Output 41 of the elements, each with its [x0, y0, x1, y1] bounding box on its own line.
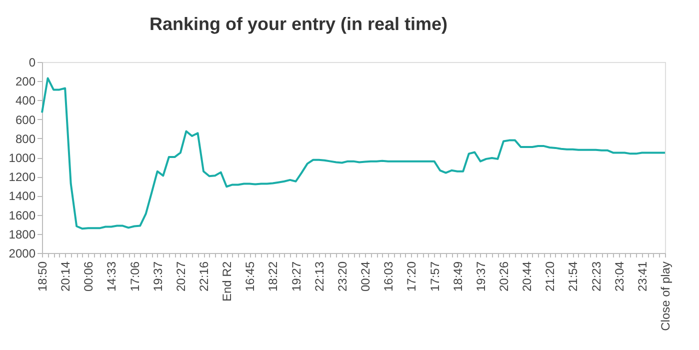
y-tick-label: 1400	[8, 189, 36, 204]
x-tick-label: 22:16	[197, 261, 212, 292]
x-tick-label: 00:06	[82, 261, 96, 292]
x-tick-label: 18:50	[36, 261, 50, 292]
x-tick-label: 20:26	[496, 261, 511, 292]
x-tick-label: 22:23	[589, 261, 604, 292]
x-tick-label: 21:54	[566, 261, 580, 292]
y-tick-label: 800	[15, 132, 36, 146]
y-tick-label: 400	[15, 94, 36, 108]
x-tick-label: 00:24	[358, 261, 373, 292]
x-tick-label: 19:37	[474, 261, 488, 292]
x-tick-label: 17:06	[128, 261, 142, 292]
x-tick-label: 17:57	[428, 261, 442, 292]
y-tick-label: 2000	[8, 246, 36, 260]
y-tick-label: 1800	[8, 227, 36, 242]
y-tick-label: 600	[15, 112, 36, 127]
chart-title: Ranking of your entry (in real time)	[149, 14, 448, 34]
x-tick-label: 23:20	[335, 261, 350, 292]
y-tick-label: 1200	[8, 170, 36, 184]
x-tick-label: 20:14	[58, 261, 73, 292]
x-tick-label: 18:22	[266, 261, 280, 292]
x-tick-label: 20:27	[174, 261, 188, 292]
x-tick-label: Close of play	[658, 262, 672, 331]
x-tick-label: 16:03	[382, 261, 396, 292]
x-tick-label: 17:20	[404, 261, 419, 292]
x-tick-label: 21:20	[543, 261, 558, 292]
x-tick-label: 18:49	[450, 261, 465, 292]
y-tick-label: 0	[28, 56, 36, 70]
x-tick-label: 20:44	[520, 261, 534, 292]
x-tick-label: 14:33	[104, 261, 119, 292]
line-series	[41, 77, 666, 230]
y-tick-label: 1600	[8, 208, 36, 222]
x-tick-label: End R2	[220, 261, 234, 302]
x-tick-label: 22:13	[312, 261, 326, 292]
x-tick-label: 16:45	[243, 261, 258, 292]
y-tick-label: 200	[15, 74, 36, 89]
y-tick-label: 1000	[8, 151, 36, 165]
x-tick-label: 19:27	[289, 261, 304, 292]
x-tick-label: 23:04	[612, 261, 626, 292]
x-tick-label: 23:41	[635, 261, 650, 292]
x-tick-label: 19:37	[150, 261, 165, 292]
